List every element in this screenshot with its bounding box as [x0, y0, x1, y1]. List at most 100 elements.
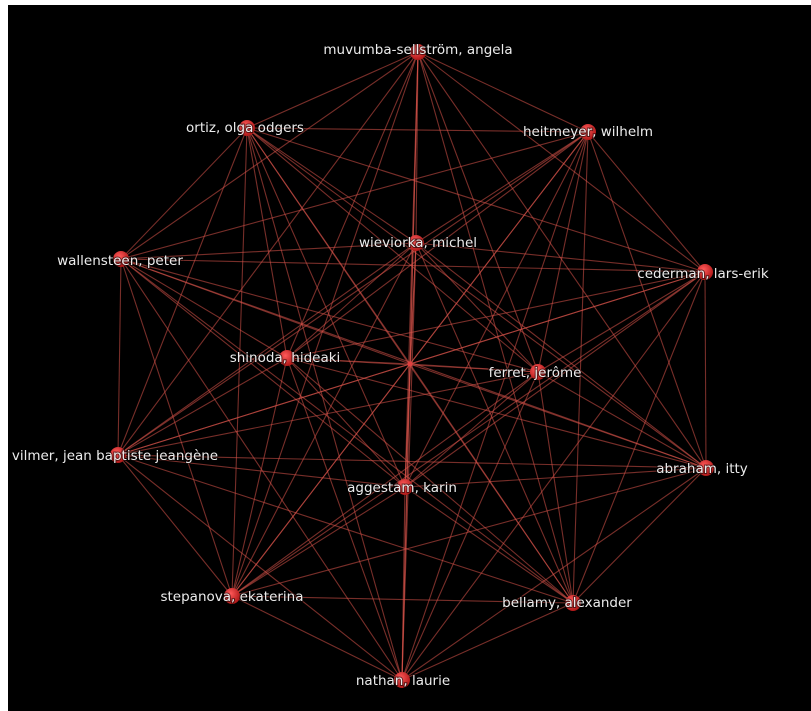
node-label: heitmeyer, wilhelm	[523, 124, 653, 140]
edge	[120, 258, 406, 488]
edge	[286, 357, 574, 604]
edge	[120, 258, 706, 273]
edge	[117, 357, 288, 456]
canvas-background	[8, 5, 811, 711]
edge	[417, 51, 589, 133]
node-label: shinoda, hideaki	[230, 350, 341, 366]
edge	[120, 258, 574, 604]
nodes	[110, 44, 714, 688]
edge	[231, 371, 539, 597]
edge	[286, 357, 403, 681]
edge	[401, 363, 411, 681]
edge	[231, 595, 403, 681]
edge	[231, 467, 707, 597]
node-label: cederman, lars-erik	[637, 266, 769, 282]
node-label: ferret, jerôme	[489, 365, 582, 381]
edge	[246, 127, 539, 373]
edge	[286, 357, 406, 488]
edge	[415, 242, 706, 273]
edge	[404, 371, 539, 488]
edge	[286, 271, 706, 359]
edge	[117, 371, 539, 456]
edge	[246, 51, 419, 129]
node[interactable]	[394, 672, 410, 688]
node[interactable]	[113, 251, 129, 267]
node-label: wieviorka, michel	[359, 235, 477, 251]
edge	[404, 131, 589, 488]
edge	[117, 258, 122, 456]
node-label: wallensteen, peter	[57, 253, 183, 269]
edge	[401, 467, 707, 681]
edge	[409, 363, 574, 604]
node-label: ortiz, olga odgers	[186, 120, 304, 136]
edge	[417, 51, 707, 469]
edge	[286, 357, 411, 365]
edge	[117, 454, 403, 681]
edge	[537, 131, 589, 373]
edge	[286, 242, 417, 359]
edge	[120, 258, 539, 373]
edge	[409, 363, 539, 373]
edge	[120, 258, 288, 359]
hub-node	[407, 361, 413, 367]
node-label: stepanova, ekaterina	[160, 589, 303, 605]
edge	[401, 371, 539, 681]
edge	[246, 127, 417, 244]
edge	[120, 258, 411, 365]
edge	[409, 363, 707, 469]
node[interactable]	[698, 460, 714, 476]
edge	[409, 131, 589, 365]
edge	[572, 131, 589, 604]
edge	[286, 357, 707, 469]
node[interactable]	[565, 595, 581, 611]
edge	[117, 454, 233, 597]
node-label: muvumba-sellström, angela	[323, 42, 512, 58]
edge	[117, 454, 406, 488]
edge	[117, 131, 589, 456]
edge	[417, 51, 706, 273]
edge	[246, 127, 411, 365]
edge	[231, 363, 411, 597]
graph: muvumba-sellström, angela ortiz, olga odg…	[11, 41, 770, 690]
edge	[415, 242, 707, 469]
node[interactable]	[697, 264, 713, 280]
edge	[246, 127, 288, 359]
edge	[537, 371, 707, 469]
edge	[246, 127, 707, 469]
edge	[404, 467, 707, 488]
node[interactable]	[397, 479, 413, 495]
node-label: abraham, itty	[656, 461, 748, 477]
edge	[404, 271, 706, 488]
edge	[117, 363, 411, 456]
edge	[120, 127, 248, 260]
node[interactable]	[224, 588, 240, 604]
node[interactable]	[408, 235, 424, 251]
node[interactable]	[110, 447, 126, 463]
node[interactable]	[239, 120, 255, 136]
edge	[231, 127, 248, 597]
node[interactable]	[279, 350, 295, 366]
edge	[231, 486, 406, 597]
edge	[537, 271, 706, 373]
edge	[415, 131, 589, 244]
node[interactable]	[410, 44, 426, 60]
edge	[587, 131, 707, 469]
edge	[117, 242, 417, 456]
node[interactable]	[530, 364, 546, 380]
node-label: aggestam, karin	[347, 480, 457, 496]
node-label: bellamy, alexander	[502, 595, 632, 611]
edge	[704, 271, 707, 469]
node-label: nathan, laurie	[356, 673, 450, 689]
edge	[286, 51, 419, 359]
edge	[231, 595, 574, 604]
labels: muvumba-sellström, angela ortiz, olga odg…	[11, 41, 770, 690]
edge	[117, 51, 419, 456]
edge	[409, 271, 706, 365]
edge	[401, 131, 589, 681]
edge	[409, 51, 419, 365]
edge	[117, 454, 707, 469]
edge	[404, 486, 574, 604]
edge	[120, 131, 589, 260]
node[interactable]	[580, 124, 596, 140]
